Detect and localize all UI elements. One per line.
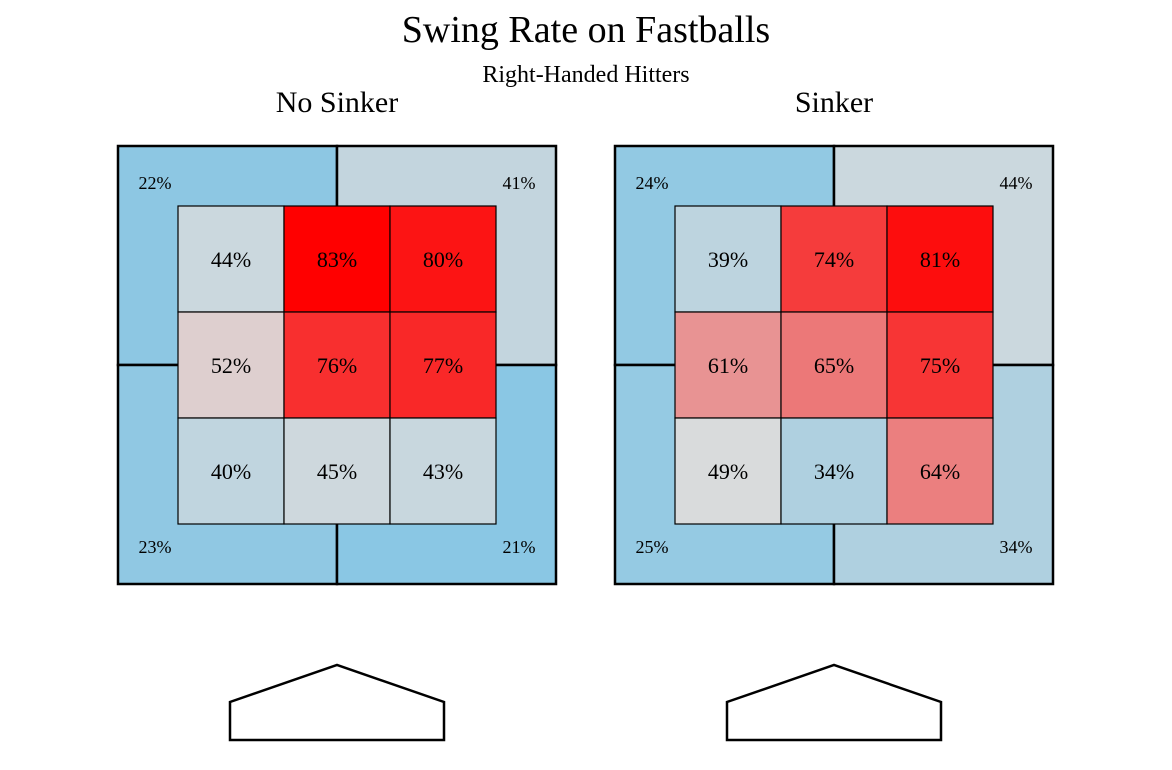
zone-cell-label: 81% xyxy=(920,247,960,272)
outer-zone-label: 22% xyxy=(139,173,172,193)
zone-cell-label: 76% xyxy=(317,353,357,378)
zone-cell xyxy=(780,311,888,419)
zone-cell xyxy=(886,311,994,419)
zone-cell-label: 75% xyxy=(920,353,960,378)
zone-cell xyxy=(780,417,888,525)
zone-cell-label: 61% xyxy=(708,353,748,378)
chart-subtitle: Right-Handed Hitters xyxy=(482,62,689,88)
zone-cell-label: 44% xyxy=(211,247,251,272)
panel-title: Sinker xyxy=(795,86,873,119)
zone-cell-label: 52% xyxy=(211,353,251,378)
zone-cell-label: 49% xyxy=(708,459,748,484)
zone-cell-label: 65% xyxy=(814,353,854,378)
zone-cell xyxy=(389,311,497,419)
outer-zone-label: 44% xyxy=(1000,173,1033,193)
zone-panel: Sinker 24% 44% 25% 34% 39% 74% 81% 61% 65% 75% 49% 3… xyxy=(613,86,1055,742)
zone-cell xyxy=(177,205,285,313)
zone-cell xyxy=(674,205,782,313)
zone-cell xyxy=(886,205,994,313)
home-plate xyxy=(228,663,446,742)
zone-cell-label: 64% xyxy=(920,459,960,484)
zone-cell-label: 40% xyxy=(211,459,251,484)
zone-cell xyxy=(780,205,888,313)
zone-cell xyxy=(283,417,391,525)
zone-cell-label: 45% xyxy=(317,459,357,484)
zone-panel: No Sinker 22% 41% 23% 21% 44% 83% 80% 52% 76% 77% 4… xyxy=(116,86,558,742)
outer-zone-label: 41% xyxy=(503,173,536,193)
zone-cell-label: 43% xyxy=(423,459,463,484)
panel-title: No Sinker xyxy=(276,86,399,119)
zone-cell xyxy=(177,311,285,419)
panels-layer: No Sinker 22% 41% 23% 21% 44% 83% 80% 52% 76% 77% 4… xyxy=(116,86,1055,742)
outer-zone-label: 25% xyxy=(636,537,669,557)
chart-title: Swing Rate on Fastballs xyxy=(402,9,770,51)
zone-cell xyxy=(283,205,391,313)
zone-cell-label: 34% xyxy=(814,459,854,484)
zone-cell xyxy=(389,417,497,525)
zone-cell-label: 77% xyxy=(423,353,463,378)
outer-zone-label: 23% xyxy=(139,537,172,557)
outer-zone-label: 34% xyxy=(1000,537,1033,557)
zone-cell-label: 74% xyxy=(814,247,854,272)
home-plate xyxy=(725,663,943,742)
zone-cell-label: 39% xyxy=(708,247,748,272)
outer-zone-label: 21% xyxy=(503,537,536,557)
zone-cell-label: 83% xyxy=(317,247,357,272)
zone-cell xyxy=(674,311,782,419)
outer-zone-label: 24% xyxy=(636,173,669,193)
zone-cell xyxy=(886,417,994,525)
zone-cell-label: 80% xyxy=(423,247,463,272)
